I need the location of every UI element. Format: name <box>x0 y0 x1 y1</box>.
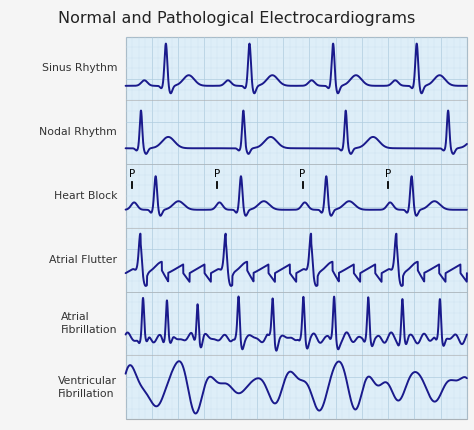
Text: P: P <box>129 169 135 179</box>
Text: Normal and Pathological Electrocardiograms: Normal and Pathological Electrocardiogra… <box>58 11 416 26</box>
Text: Sinus Rhythm: Sinus Rhythm <box>42 64 117 74</box>
Text: P: P <box>214 169 220 179</box>
Text: Atrial Flutter: Atrial Flutter <box>49 255 117 265</box>
Bar <box>126 37 467 419</box>
Text: Heart Block: Heart Block <box>54 191 117 201</box>
Text: Ventricular
Fibrillation: Ventricular Fibrillation <box>58 376 117 399</box>
Text: Atrial
Fibrillation: Atrial Fibrillation <box>61 312 117 335</box>
Text: Nodal Rhythm: Nodal Rhythm <box>39 127 117 137</box>
Text: P: P <box>300 169 306 179</box>
Text: P: P <box>385 169 391 179</box>
